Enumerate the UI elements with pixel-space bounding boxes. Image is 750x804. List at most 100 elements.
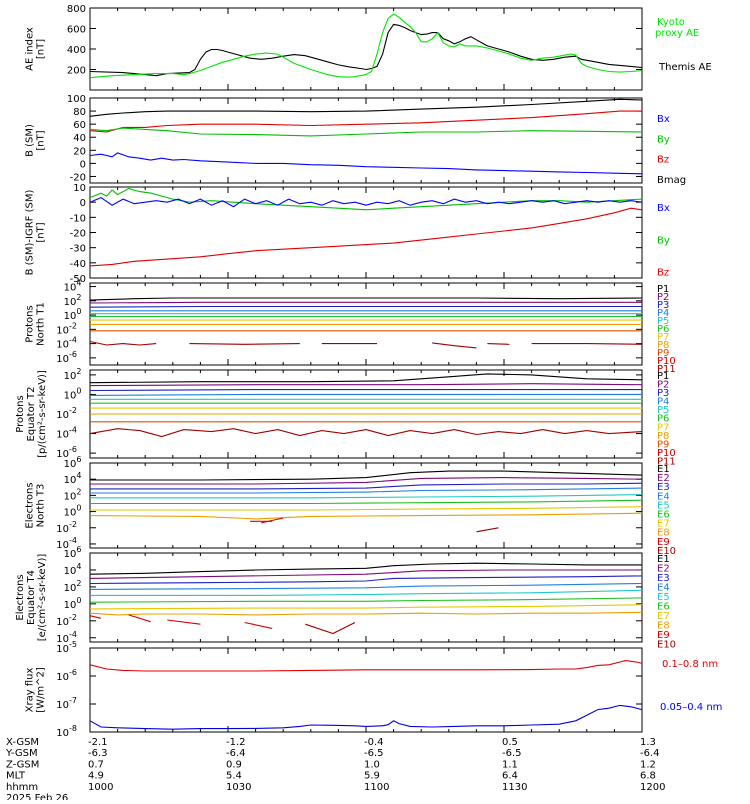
ephemeris-value: 5.4 [226, 771, 242, 782]
y-tick-label: 106 [64, 455, 82, 470]
ephemeris-value: 0.7 [88, 759, 104, 770]
y-tick-label: 10-6 [56, 350, 77, 365]
legend-item: P8 [657, 340, 669, 351]
y-tick-label: -20 [70, 172, 86, 183]
y-tick-label: 200 [67, 66, 86, 77]
y-tick-label: -20 [70, 229, 86, 240]
series-line [89, 297, 643, 301]
ephemeris-value: 0.5 [502, 737, 518, 748]
ephemeris-label: X-GSM [6, 737, 39, 748]
legend-item: P7 [657, 332, 669, 343]
legend-item: E10 [657, 640, 676, 651]
ephemeris-label: Y-GSM [5, 748, 38, 759]
ephemeris-value: 1200 [640, 782, 665, 793]
ephemeris-value: 1.2 [640, 759, 656, 770]
legend-item: E4 [657, 583, 670, 594]
series-line [167, 619, 201, 625]
y-tick-label: -50 [70, 274, 86, 285]
legend-item: P4 [657, 308, 669, 319]
y-tick-label: 10-2 [56, 406, 77, 421]
series-line [90, 506, 643, 511]
legend-item: P1 [657, 284, 669, 295]
series-line [89, 383, 643, 387]
series-line [89, 389, 642, 392]
panel-frame [89, 7, 643, 91]
y-tick-label: 102 [64, 367, 82, 382]
y-tick-label: 10-2 [56, 321, 77, 336]
axis-title: Protons [25, 305, 36, 342]
axis-title: Electrons [15, 574, 26, 620]
series-line [89, 207, 643, 267]
axis-title: [nT] [36, 222, 47, 242]
legend-item: E6 [657, 510, 670, 521]
panel-electrons_t4: 106 104 102 100 10-2 10-4 Electrons Equator T4[… [15, 545, 676, 651]
series-line [89, 393, 642, 396]
ephemeris-value: -0.4 [364, 737, 384, 748]
panel-bigrf: -50 -40 -30 -20 -10 0 10 B (SM)-IGRF (SM) [nT] Bx… [25, 183, 670, 285]
legend-item: P5 [657, 316, 669, 327]
legend-item: Themis AE [658, 62, 712, 73]
legend-item: Bmag [657, 175, 686, 186]
series-line [89, 704, 643, 730]
series-line [89, 13, 643, 79]
legend-item: E2 [657, 564, 670, 575]
series-line [260, 517, 284, 524]
axis-title: Protons [15, 395, 26, 432]
series-line [189, 343, 300, 345]
series-line [90, 477, 643, 485]
series-line [89, 569, 642, 579]
series-line [89, 604, 643, 610]
series-line [89, 305, 642, 308]
series-line [531, 343, 643, 345]
y-tick-label: 10-2 [56, 613, 77, 628]
panel-protons_t2: 102 100 10-2 10-4 10-6 Protons Equator T2 [p/(c… [15, 367, 676, 468]
legend-item: P11 [657, 456, 676, 467]
y-tick-label: -10 [70, 213, 86, 224]
ephemeris-value: 5.9 [364, 771, 380, 782]
series-line [476, 527, 499, 533]
y-tick-label: 600 [67, 25, 86, 36]
ephemeris-label: Z-GSM [6, 759, 39, 770]
legend-item: E7 [657, 519, 670, 530]
ephemeris-label: MLT [6, 771, 26, 782]
series-line [89, 187, 643, 211]
y-tick-label: 100 [67, 94, 86, 105]
series-line [89, 127, 643, 137]
axis-title: AE index [25, 27, 36, 71]
y-tick-label: 0 [80, 159, 86, 170]
axis-title: B (SM)-IGRF (SM) [25, 190, 36, 276]
y-tick-label: 10 [73, 183, 86, 194]
legend-item: P10 [657, 448, 676, 459]
ephemeris-value: 1.1 [502, 759, 518, 770]
series-line [90, 470, 643, 481]
y-tick-label: 10-5 [56, 640, 77, 655]
legend-item: E6 [657, 602, 670, 613]
legend-item: E1 [657, 464, 670, 475]
axis-title: Xray flux [25, 668, 36, 713]
series-line [305, 622, 356, 635]
ephemeris-value: 1.0 [364, 759, 380, 770]
panel-frame [89, 647, 643, 733]
y-tick-label: 104 [64, 471, 82, 486]
series-line [89, 196, 643, 208]
axis-title: [e/(cm²-s-sr-keV)] [37, 554, 48, 642]
legend-item: By [657, 235, 670, 246]
legend-item: E5 [657, 500, 670, 511]
legend-item: By [657, 134, 670, 145]
legend-item: Kyoto [657, 17, 685, 28]
y-tick-label: 10-7 [56, 696, 77, 711]
legend-item: E8 [657, 528, 670, 539]
series-line [89, 512, 643, 520]
ephemeris-value: 1100 [364, 782, 389, 793]
legend-item: Bx [657, 203, 670, 214]
ephemeris-value: -1.2 [226, 737, 246, 748]
series-line [487, 343, 510, 345]
y-tick-label: 10-4 [56, 336, 77, 351]
legend-item: E7 [657, 611, 670, 622]
series-line [89, 582, 643, 590]
y-tick-label: -30 [70, 244, 86, 255]
legend-item: E8 [657, 621, 670, 632]
